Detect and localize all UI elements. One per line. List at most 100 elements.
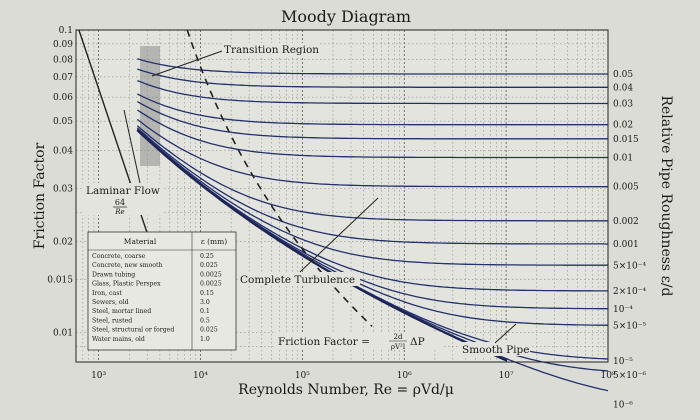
friction-formula-bg bbox=[276, 332, 442, 350]
laminar-flow-line bbox=[78, 29, 161, 272]
roughness-curve bbox=[137, 68, 608, 88]
material-name: Concrete, coarse bbox=[92, 253, 146, 260]
complete-turbulence-boundary bbox=[186, 29, 373, 327]
complete-turbulence-label: Complete Turbulence bbox=[240, 274, 355, 286]
laminar-label: Laminar Flow bbox=[86, 185, 160, 197]
material-table-frame bbox=[87, 231, 237, 351]
roughness-label: 2×10⁻⁴ bbox=[613, 287, 646, 297]
roughness-label: 0.02 bbox=[613, 121, 633, 131]
smooth-pipe-label: Smooth Pipe bbox=[462, 344, 529, 356]
roughness-label: 0.001 bbox=[613, 240, 639, 250]
y-tick-label: 0.06 bbox=[53, 93, 73, 103]
smooth-pipe-curve bbox=[136, 129, 508, 362]
roughness-label: 5×10⁻⁵ bbox=[613, 322, 646, 332]
transition-leader bbox=[151, 50, 223, 77]
material-name: Drawn tubing bbox=[92, 271, 135, 278]
roughness-labels: 0.05 0.04 0.03 0.02 0.015 0.01 0.005 0.002 0.001… bbox=[613, 70, 646, 410]
y-tick-label: 0.08 bbox=[53, 55, 73, 65]
material-eps: 0.5 bbox=[200, 317, 210, 324]
roughness-curve bbox=[136, 127, 608, 245]
material-eps: 0.15 bbox=[200, 290, 214, 297]
roughness-label: 0.015 bbox=[613, 135, 639, 145]
roughness-label: 0.04 bbox=[613, 83, 633, 93]
smooth-pipe-leader bbox=[494, 323, 517, 344]
roughness-label: 0.005 bbox=[613, 183, 639, 193]
roughness-label: 0.03 bbox=[613, 99, 633, 109]
friction-formula-prefix: Friction Factor = bbox=[278, 336, 370, 348]
complete-turbulence-annotation: Complete Turbulence bbox=[238, 197, 379, 286]
roughness-label: 0.05 bbox=[613, 70, 633, 80]
roughness-curve bbox=[136, 101, 608, 140]
plot-frame bbox=[75, 29, 609, 363]
material-eps: 0.25 bbox=[200, 253, 214, 260]
material-name: Steel, rusted bbox=[92, 317, 132, 324]
material-table-header-material: Material bbox=[124, 237, 157, 246]
y-axis-title: Friction Factor bbox=[32, 142, 48, 249]
x-axis-title: Reynolds Number, Re = ρVd/μ bbox=[238, 382, 454, 398]
x-tick-label: 10³ bbox=[91, 371, 106, 381]
roughness-label: 5×10⁻⁶ bbox=[613, 371, 646, 381]
y-tick-label: 0.04 bbox=[53, 146, 73, 156]
roughness-label: 10⁻⁵ bbox=[613, 357, 633, 367]
x-tick-label: 10⁸ bbox=[600, 371, 615, 381]
laminar-formula-den: Re bbox=[114, 208, 124, 216]
material-eps: 0.1 bbox=[200, 308, 210, 315]
roughness-curve bbox=[136, 118, 608, 188]
roughness-curve bbox=[136, 125, 608, 222]
x-tick-label: 10⁶ bbox=[397, 371, 412, 381]
y-tick-label: 0.09 bbox=[53, 40, 73, 50]
material-name: Glass, Plastic Perspex bbox=[92, 281, 161, 288]
material-eps: 0.025 bbox=[200, 262, 218, 269]
x-tick-labels: 10³ 10⁴ 10⁵ 10⁶ 10⁷ 10⁸ bbox=[91, 371, 616, 381]
y-tick-label: 0.07 bbox=[53, 73, 73, 83]
chart-title: Moody Diagram bbox=[281, 7, 411, 26]
roughness-label: 0.002 bbox=[613, 217, 639, 227]
y-tick-label: 0.03 bbox=[53, 184, 73, 194]
material-eps: 3.0 bbox=[200, 299, 210, 306]
transition-annotation: Transition Region bbox=[151, 43, 320, 77]
material-name: Concrete, new smooth bbox=[92, 262, 163, 269]
x-tick-label: 10⁷ bbox=[499, 371, 514, 381]
roughness-curve bbox=[137, 79, 608, 105]
material-eps: 0.025 bbox=[200, 327, 218, 334]
y-tick-label: 0.01 bbox=[53, 329, 73, 339]
material-eps: 0.0025 bbox=[200, 281, 222, 288]
material-name: Steel, mortar lined bbox=[92, 308, 151, 315]
material-name: Sewers, old bbox=[92, 299, 129, 306]
material-eps: 0.0025 bbox=[200, 271, 222, 278]
roughness-curve bbox=[137, 58, 608, 75]
roughness-curve bbox=[137, 93, 608, 126]
friction-formula-den: ρV²l bbox=[391, 343, 406, 351]
roughness-label: 10⁻⁴ bbox=[613, 305, 633, 315]
material-name: Water mains, old bbox=[92, 336, 145, 343]
laminar-annotation: Laminar Flow 64 Re bbox=[82, 109, 162, 216]
friction-factor-annotation: Friction Factor = 2d ρV²l ΔP bbox=[276, 332, 442, 351]
material-table-header-eps: ε (mm) bbox=[201, 237, 227, 246]
roughness-curve bbox=[136, 129, 608, 292]
transition-label-bg bbox=[222, 43, 320, 56]
laminar-label-bg bbox=[82, 183, 162, 215]
material-table-rows: Concrete, coarse 0.25 Concrete, new smooth… bbox=[92, 253, 222, 343]
x-tick-label: 10⁴ bbox=[193, 371, 208, 381]
laminar-formula-num: 64 bbox=[115, 198, 125, 207]
material-eps: 1.0 bbox=[200, 336, 210, 343]
transition-label: Transition Region bbox=[224, 44, 319, 56]
material-name: Iron, cast bbox=[92, 290, 122, 297]
y-tick-label: 0.05 bbox=[53, 117, 73, 127]
material-table: Material ε (mm) Concrete, coarse 0.25Conc… bbox=[87, 231, 237, 351]
smooth-pipe-annotation: Smooth Pipe bbox=[460, 323, 530, 356]
roughness-label: 5×10⁻⁴ bbox=[613, 261, 646, 271]
smooth-pipe-label-bg bbox=[460, 342, 530, 356]
material-name: Steel, structural or forged bbox=[92, 327, 174, 334]
y2-axis-title: Relative Pipe Roughness ε/d bbox=[658, 95, 674, 296]
complete-turbulence-label-bg bbox=[238, 272, 360, 286]
roughness-label: 10⁻⁶ bbox=[613, 400, 633, 410]
y-tick-label: 0.02 bbox=[53, 238, 73, 248]
friction-formula-num: 2d bbox=[394, 333, 403, 341]
roughness-label: 0.01 bbox=[613, 154, 633, 164]
complete-turbulence-leader bbox=[299, 197, 379, 273]
friction-formula-suffix: ΔP bbox=[410, 336, 425, 348]
y-tick-label: 0.1 bbox=[59, 26, 73, 36]
